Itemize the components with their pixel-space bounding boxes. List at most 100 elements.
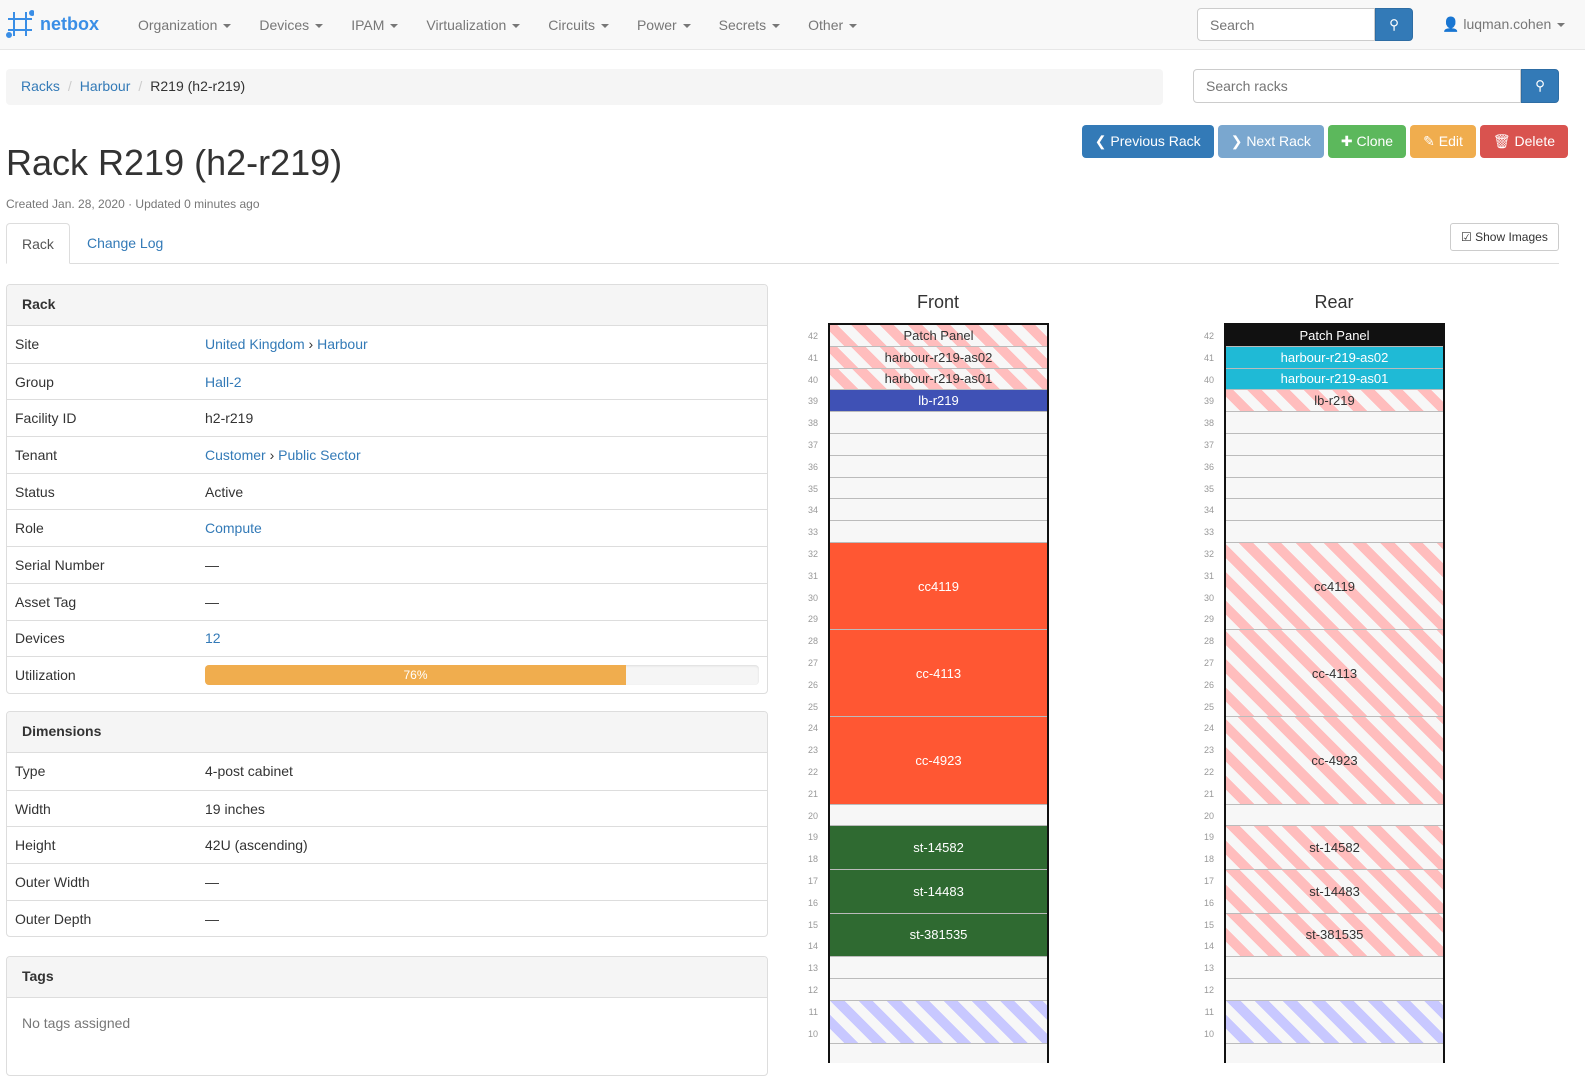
rack-search-input[interactable] (1193, 69, 1521, 103)
empty-unit[interactable] (1226, 957, 1443, 979)
empty-unit[interactable] (1226, 478, 1443, 500)
device-slot[interactable]: lb-r219 (830, 390, 1047, 413)
device-slot[interactable]: st-14483 (830, 870, 1047, 914)
dimensions-title: Dimensions (7, 712, 767, 753)
show-images-button[interactable]: ☑ Show Images (1450, 223, 1559, 251)
empty-unit[interactable] (1226, 805, 1443, 827)
device-slot[interactable]: lb-r219 (1226, 390, 1443, 413)
netbox-logo[interactable]: netbox (6, 10, 99, 38)
device-slot[interactable]: st-381535 (830, 913, 1047, 958)
device-slot[interactable]: harbour-r219-as02 (830, 346, 1047, 369)
row-value: Compute (205, 520, 262, 536)
row-label: Serial Number (15, 556, 105, 573)
value-link[interactable]: Harbour (317, 336, 368, 353)
reserved-slot[interactable] (830, 1000, 1047, 1045)
nav-menu-circuits[interactable]: Circuits (534, 17, 623, 33)
device-slot[interactable]: Patch Panel (830, 325, 1047, 347)
value-link[interactable]: 12 (205, 630, 221, 647)
device-name: harbour-r219-as01 (884, 371, 993, 387)
unit-number: 39 (1203, 396, 1214, 407)
breadcrumb-site[interactable]: Harbour (79, 78, 131, 94)
value-link[interactable]: United Kingdom (205, 336, 305, 353)
device-slot[interactable]: st-14582 (1226, 826, 1443, 870)
nav-menu-virtualization[interactable]: Virtualization (412, 17, 534, 33)
unit-number: 14 (1203, 941, 1214, 952)
device-slot[interactable]: harbour-r219-as02 (1226, 346, 1443, 369)
edit-button[interactable]: ✎ Edit (1410, 125, 1476, 158)
nav-menu-organization[interactable]: Organization (124, 17, 245, 33)
empty-unit[interactable] (830, 434, 1047, 456)
global-search-input[interactable] (1197, 8, 1375, 41)
device-slot[interactable]: harbour-r219-as01 (830, 368, 1047, 391)
device-slot[interactable]: Patch Panel (1226, 325, 1443, 347)
empty-unit[interactable] (830, 805, 1047, 827)
unit-number: 39 (807, 396, 818, 407)
value-link[interactable]: Public Sector (278, 446, 361, 463)
empty-unit[interactable] (830, 412, 1047, 434)
reserved-slot[interactable] (1226, 1000, 1443, 1045)
device-slot[interactable]: st-14483 (1226, 870, 1443, 914)
search-icon: ⚲ (1535, 78, 1545, 93)
empty-unit[interactable] (830, 521, 1047, 543)
device-slot[interactable]: cc4119 (830, 543, 1047, 631)
unit-number: 37 (1203, 440, 1214, 450)
device-slot[interactable]: cc-4923 (830, 717, 1047, 805)
row-value: 12 (205, 630, 221, 646)
pencil-icon: ✎ (1423, 133, 1439, 149)
device-name: harbour-r219-as01 (1280, 371, 1389, 387)
previous-rack-button[interactable]: ❮ Previous Rack (1081, 125, 1214, 158)
rack-row-serial-number: Serial Number — (7, 546, 767, 583)
unit-number: 17 (807, 876, 818, 886)
breadcrumb-racks[interactable]: Racks (21, 78, 60, 94)
row-label: Tenant (15, 446, 58, 463)
empty-unit[interactable] (1226, 521, 1443, 543)
unit-number: 26 (1203, 679, 1214, 690)
unit-number: 13 (807, 963, 818, 974)
empty-unit[interactable] (830, 957, 1047, 979)
rack-search-button[interactable]: ⚲ (1521, 69, 1559, 103)
row-value: Hall-2 (205, 374, 242, 390)
row-label: Outer Width (15, 873, 90, 890)
empty-unit[interactable] (830, 456, 1047, 478)
device-slot[interactable]: cc4119 (1226, 543, 1443, 631)
device-slot[interactable]: st-381535 (1226, 913, 1443, 958)
device-slot[interactable]: cc-4923 (1226, 717, 1443, 805)
nav-menu-other[interactable]: Other (794, 17, 871, 33)
nav-menu-ipam[interactable]: IPAM (337, 17, 412, 33)
nav-menu-secrets[interactable]: Secrets (705, 17, 794, 33)
device-slot[interactable]: st-14582 (830, 826, 1047, 870)
next-rack-button[interactable]: ❯ Next Rack (1217, 125, 1324, 158)
button-label: Clone (1356, 133, 1394, 149)
caret-down-icon (390, 24, 399, 29)
breadcrumb: Racks / Harbour / R219 (h2-r219) (6, 69, 1163, 105)
empty-unit[interactable] (1226, 412, 1443, 434)
empty-unit[interactable] (1226, 499, 1443, 522)
nav-menu-devices[interactable]: Devices (245, 17, 337, 33)
clone-button[interactable]: ✚ Clone (1327, 125, 1407, 158)
row-value: Active (205, 484, 243, 500)
empty-unit[interactable] (1226, 434, 1443, 456)
device-slot[interactable]: cc-4113 (1226, 630, 1443, 718)
global-search-button[interactable]: ⚲ (1375, 8, 1413, 41)
value-link[interactable]: Customer (205, 446, 266, 463)
empty-unit[interactable] (1226, 456, 1443, 478)
device-name: Patch Panel (903, 327, 974, 343)
device-slot[interactable]: harbour-r219-as01 (1226, 368, 1443, 391)
empty-unit[interactable] (830, 478, 1047, 500)
tab-rack[interactable]: Rack (6, 223, 70, 264)
user-menu[interactable]: 👤 luqman.cohen (1442, 16, 1566, 33)
value-link[interactable]: Compute (205, 520, 262, 537)
value-link[interactable]: Hall-2 (205, 373, 242, 390)
rack-row-devices: Devices 12 (7, 619, 767, 657)
empty-unit[interactable] (830, 499, 1047, 522)
empty-unit[interactable] (830, 979, 1047, 1001)
tab-change-log[interactable]: Change Log (87, 235, 164, 251)
row-label: Outer Depth (15, 910, 92, 927)
delete-button[interactable]: 🗑 Delete (1479, 125, 1568, 158)
device-name: Patch Panel (1299, 327, 1370, 343)
row-value: 19 inches (205, 800, 265, 817)
device-slot[interactable]: cc-4113 (830, 630, 1047, 718)
unit-number: 38 (807, 418, 818, 429)
empty-unit[interactable] (1226, 979, 1443, 1001)
nav-menu-power[interactable]: Power (623, 17, 705, 33)
